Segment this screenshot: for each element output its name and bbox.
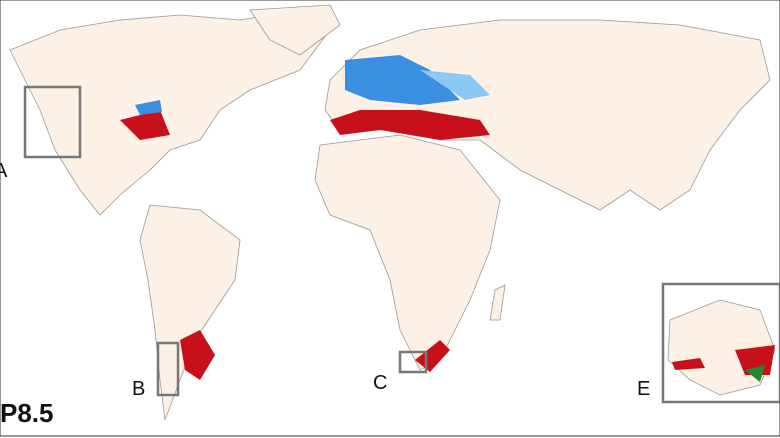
region-red-australia-se [735,345,775,375]
region-red [330,110,490,140]
inset-label-a: A [0,160,8,182]
region-red-australia [672,358,705,370]
inset-box-b [156,341,180,397]
inset-label-c: C [373,372,388,394]
region-red-southamerica [180,330,215,380]
inset-label-e: E [637,378,651,400]
south-america [139,204,241,421]
inset-boxes [23,85,780,404]
region-lightblue [420,70,490,100]
land-masses [9,4,776,421]
madagascar [489,284,506,321]
projection-regions [120,55,775,382]
inset-box-c [398,350,428,374]
region-green-australia [745,365,765,382]
region-red-southafrica [415,340,450,372]
region-red-usa [120,110,170,140]
greenland [249,4,341,56]
inset-box-a [23,85,82,159]
inset-label-b: B [132,378,146,400]
region-blue-usa [135,100,162,115]
inset-box-e [661,282,780,404]
region-blue [345,55,460,105]
scenario-label: P8.5 [0,398,54,428]
